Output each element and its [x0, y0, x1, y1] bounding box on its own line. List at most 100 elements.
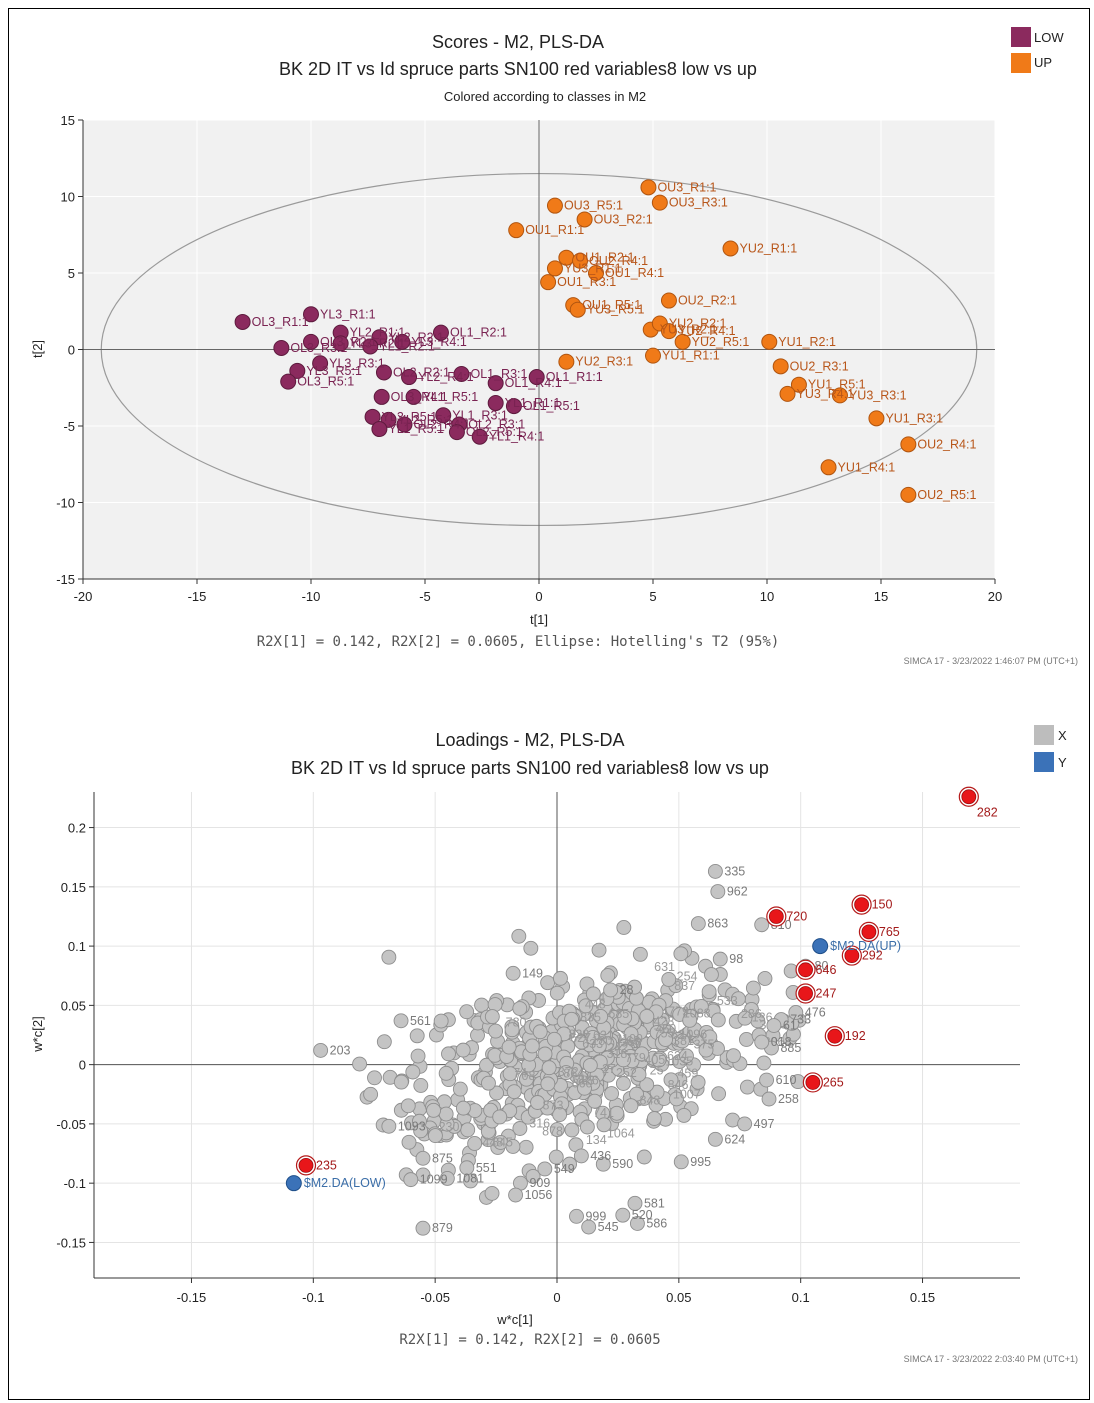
scores-x-tick-label: 20 [988, 589, 1002, 604]
scores-point-label: YL3_R4:1 [411, 335, 467, 349]
loading-x-point [580, 1120, 594, 1134]
loading-x-point [674, 947, 688, 961]
loadings-y-tick-label: -0.1 [64, 1176, 86, 1191]
loading-highlight-label: 646 [816, 963, 837, 977]
loading-x-cloud-label: 848 [640, 1094, 661, 1108]
loadings-x-tick-label: 0 [553, 1290, 560, 1305]
loading-x-point [739, 1032, 753, 1046]
legend-swatch-up [1011, 53, 1031, 73]
loading-x-point [439, 1107, 453, 1121]
loadings-x-tick-label: 0.05 [666, 1290, 691, 1305]
scores-point-label: OU2_R4:1 [917, 437, 976, 451]
loadings-y-tick-label: 0 [79, 1058, 86, 1073]
loading-x-labeled-point [509, 1188, 523, 1202]
loading-x-point [410, 1029, 424, 1043]
loading-x-cloud-label: 1088 [683, 1006, 711, 1020]
loading-x-cloud-label: 685 [608, 1007, 629, 1021]
loading-highlight-point [799, 963, 813, 977]
scores-point-up [762, 334, 777, 349]
loadings-footer: SIMCA 17 - 3/23/2022 2:03:40 PM (UTC+1) [904, 1354, 1078, 1364]
loading-x-label: 586 [646, 1216, 667, 1230]
scores-point-up [646, 348, 661, 363]
loading-x-point [427, 1103, 441, 1117]
loading-x-point [624, 1099, 638, 1113]
loading-highlight-label: 235 [316, 1158, 337, 1172]
loadings-stats-note: R2X[1] = 0.142, R2X[2] = 0.0605 [399, 1332, 660, 1348]
loading-x-label: 549 [554, 1162, 575, 1176]
loading-x-cloud-label: 839 [568, 1027, 589, 1041]
loading-x-label: 335 [724, 864, 745, 878]
loading-x-point [583, 1058, 597, 1072]
loading-x-label: 497 [754, 1117, 775, 1131]
loading-x-point [542, 1061, 556, 1075]
loadings-subtitle: BK 2D IT vs Id spruce parts SN100 red va… [291, 758, 769, 778]
loading-x-point [633, 947, 647, 961]
scores-point-label: OL1_R5:1 [523, 399, 580, 413]
loading-x-labeled-point [755, 1035, 769, 1049]
loading-x-point [512, 929, 526, 943]
loading-x-point [507, 1085, 521, 1099]
scores-x-tick-label: -10 [302, 589, 321, 604]
loading-x-cloud-label: 1035 [665, 1054, 693, 1068]
scores-point-label: YU1_R1:1 [662, 349, 720, 363]
scores-point-low [235, 314, 250, 329]
loading-x-point [601, 969, 615, 983]
loading-x-point [439, 1066, 453, 1080]
scores-point-label: YU3_R5:1 [587, 303, 645, 317]
scores-point-up [641, 180, 656, 195]
scores-point-up [652, 195, 667, 210]
loading-x-cloud-label: 783 [574, 1074, 595, 1088]
scores-point-label: OL2_R4:1 [413, 417, 470, 431]
loading-x-label: 98 [729, 952, 743, 966]
loading-x-cloud-label: 448 [482, 1135, 503, 1149]
scores-point-low [374, 389, 389, 404]
loading-x-labeled-point [711, 885, 725, 899]
loading-y-label: $M2.DA(LOW) [304, 1176, 386, 1190]
loading-x-point [460, 1005, 474, 1019]
loading-x-labeled-point [755, 918, 769, 932]
scores-point-label: OU1_R1:1 [525, 223, 584, 237]
loading-x-cloud-label: 252 [616, 1066, 637, 1080]
loading-x-point [592, 943, 606, 957]
loadings-y-tick-label: 0.05 [61, 998, 86, 1013]
scores-point-low [274, 340, 289, 355]
loading-y-point [813, 939, 828, 954]
scores-point-label: OL2_R5:1 [466, 425, 523, 439]
loading-x-point [394, 1075, 408, 1089]
loading-x-point [434, 1014, 448, 1028]
scores-point-up [661, 293, 676, 308]
scores-point-up [559, 354, 574, 369]
loading-x-point [524, 941, 538, 955]
loading-x-cloud-label: 873 [543, 1098, 564, 1112]
scores-point-label: OL3_R1:1 [252, 315, 309, 329]
scores-point-up [547, 261, 562, 276]
loading-x-labeled-point [674, 1155, 688, 1169]
loading-x-cloud-label: 27 [602, 1062, 616, 1076]
loading-highlight-point [806, 1075, 820, 1089]
loading-x-point [637, 1150, 651, 1164]
legend-label-low: LOW [1034, 30, 1064, 45]
loadings-y-tick-label: 0.1 [68, 939, 86, 954]
loading-x-point [481, 1076, 495, 1090]
loading-x-cloud-label: 624 [671, 1028, 692, 1042]
scores-point-up [723, 241, 738, 256]
loading-x-labeled-point [762, 1092, 776, 1106]
scores-y-tick-label: 5 [68, 266, 75, 281]
loading-x-cloud-label: 741 [593, 1106, 614, 1120]
scores-x-tick-label: -20 [74, 589, 93, 604]
loading-x-cloud-label: 835 [580, 1010, 601, 1024]
scores-point-up [547, 198, 562, 213]
loading-x-point [758, 971, 772, 985]
loadings-y-tick-label: 0.15 [61, 880, 86, 895]
loading-x-cloud-label: 405 [644, 1053, 665, 1067]
loading-x-label: 624 [724, 1132, 745, 1146]
loading-x-point [442, 1047, 456, 1061]
loading-highlight-point [769, 909, 783, 923]
scores-point-up [901, 487, 916, 502]
loading-x-point [456, 1043, 470, 1057]
loading-x-point [704, 968, 718, 982]
loading-x-point [711, 1013, 725, 1027]
loading-x-label: 258 [778, 1092, 799, 1106]
scores-point-up [821, 460, 836, 475]
loading-x-label: 879 [432, 1221, 453, 1235]
